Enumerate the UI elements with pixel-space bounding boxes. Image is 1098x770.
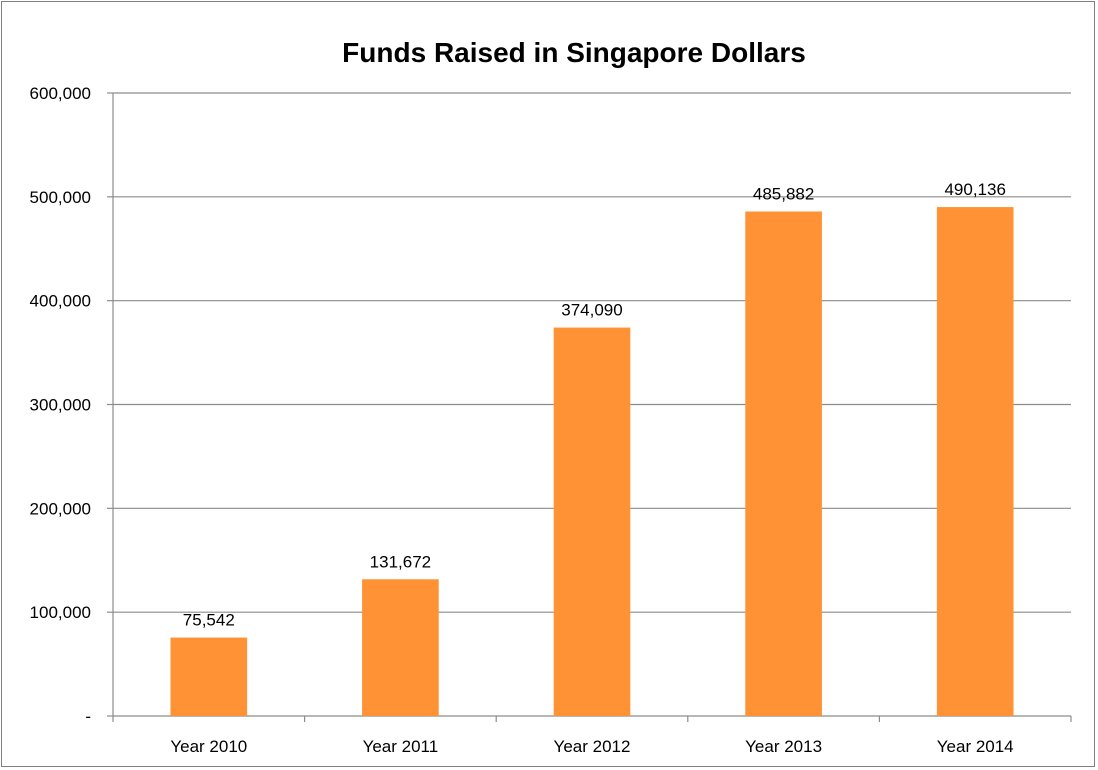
bar xyxy=(745,211,822,716)
data-label: 490,136 xyxy=(944,180,1005,199)
data-label: 131,672 xyxy=(370,552,431,571)
x-tick-label: Year 2010 xyxy=(170,737,247,756)
bars xyxy=(170,207,1014,717)
data-label: 75,542 xyxy=(183,611,235,630)
bar xyxy=(362,579,439,716)
bar xyxy=(170,637,248,716)
x-tick-label: Year 2012 xyxy=(554,737,631,756)
labels: - 100,000 200,000 300,000 400,000 500,000 600,… xyxy=(30,84,1014,756)
y-tick-label: 300,000 xyxy=(30,396,91,415)
bar xyxy=(936,207,1014,717)
y-tick-label: 500,000 xyxy=(30,188,91,207)
x-tick-label: Year 2013 xyxy=(745,737,822,756)
y-tick-label: 200,000 xyxy=(30,499,91,518)
y-tick-label: 100,000 xyxy=(30,603,91,622)
y-tick-label: 600,000 xyxy=(30,84,91,103)
y-tick-label: 400,000 xyxy=(30,292,91,311)
x-tick-label: Year 2014 xyxy=(937,737,1014,756)
data-label: 485,882 xyxy=(753,184,814,203)
chart-title: Funds Raised in Singapore Dollars xyxy=(342,37,806,68)
bar xyxy=(553,327,631,716)
y-tick-label: - xyxy=(85,707,91,726)
data-label: 374,090 xyxy=(561,301,622,320)
x-tick-label: Year 2011 xyxy=(363,737,439,756)
